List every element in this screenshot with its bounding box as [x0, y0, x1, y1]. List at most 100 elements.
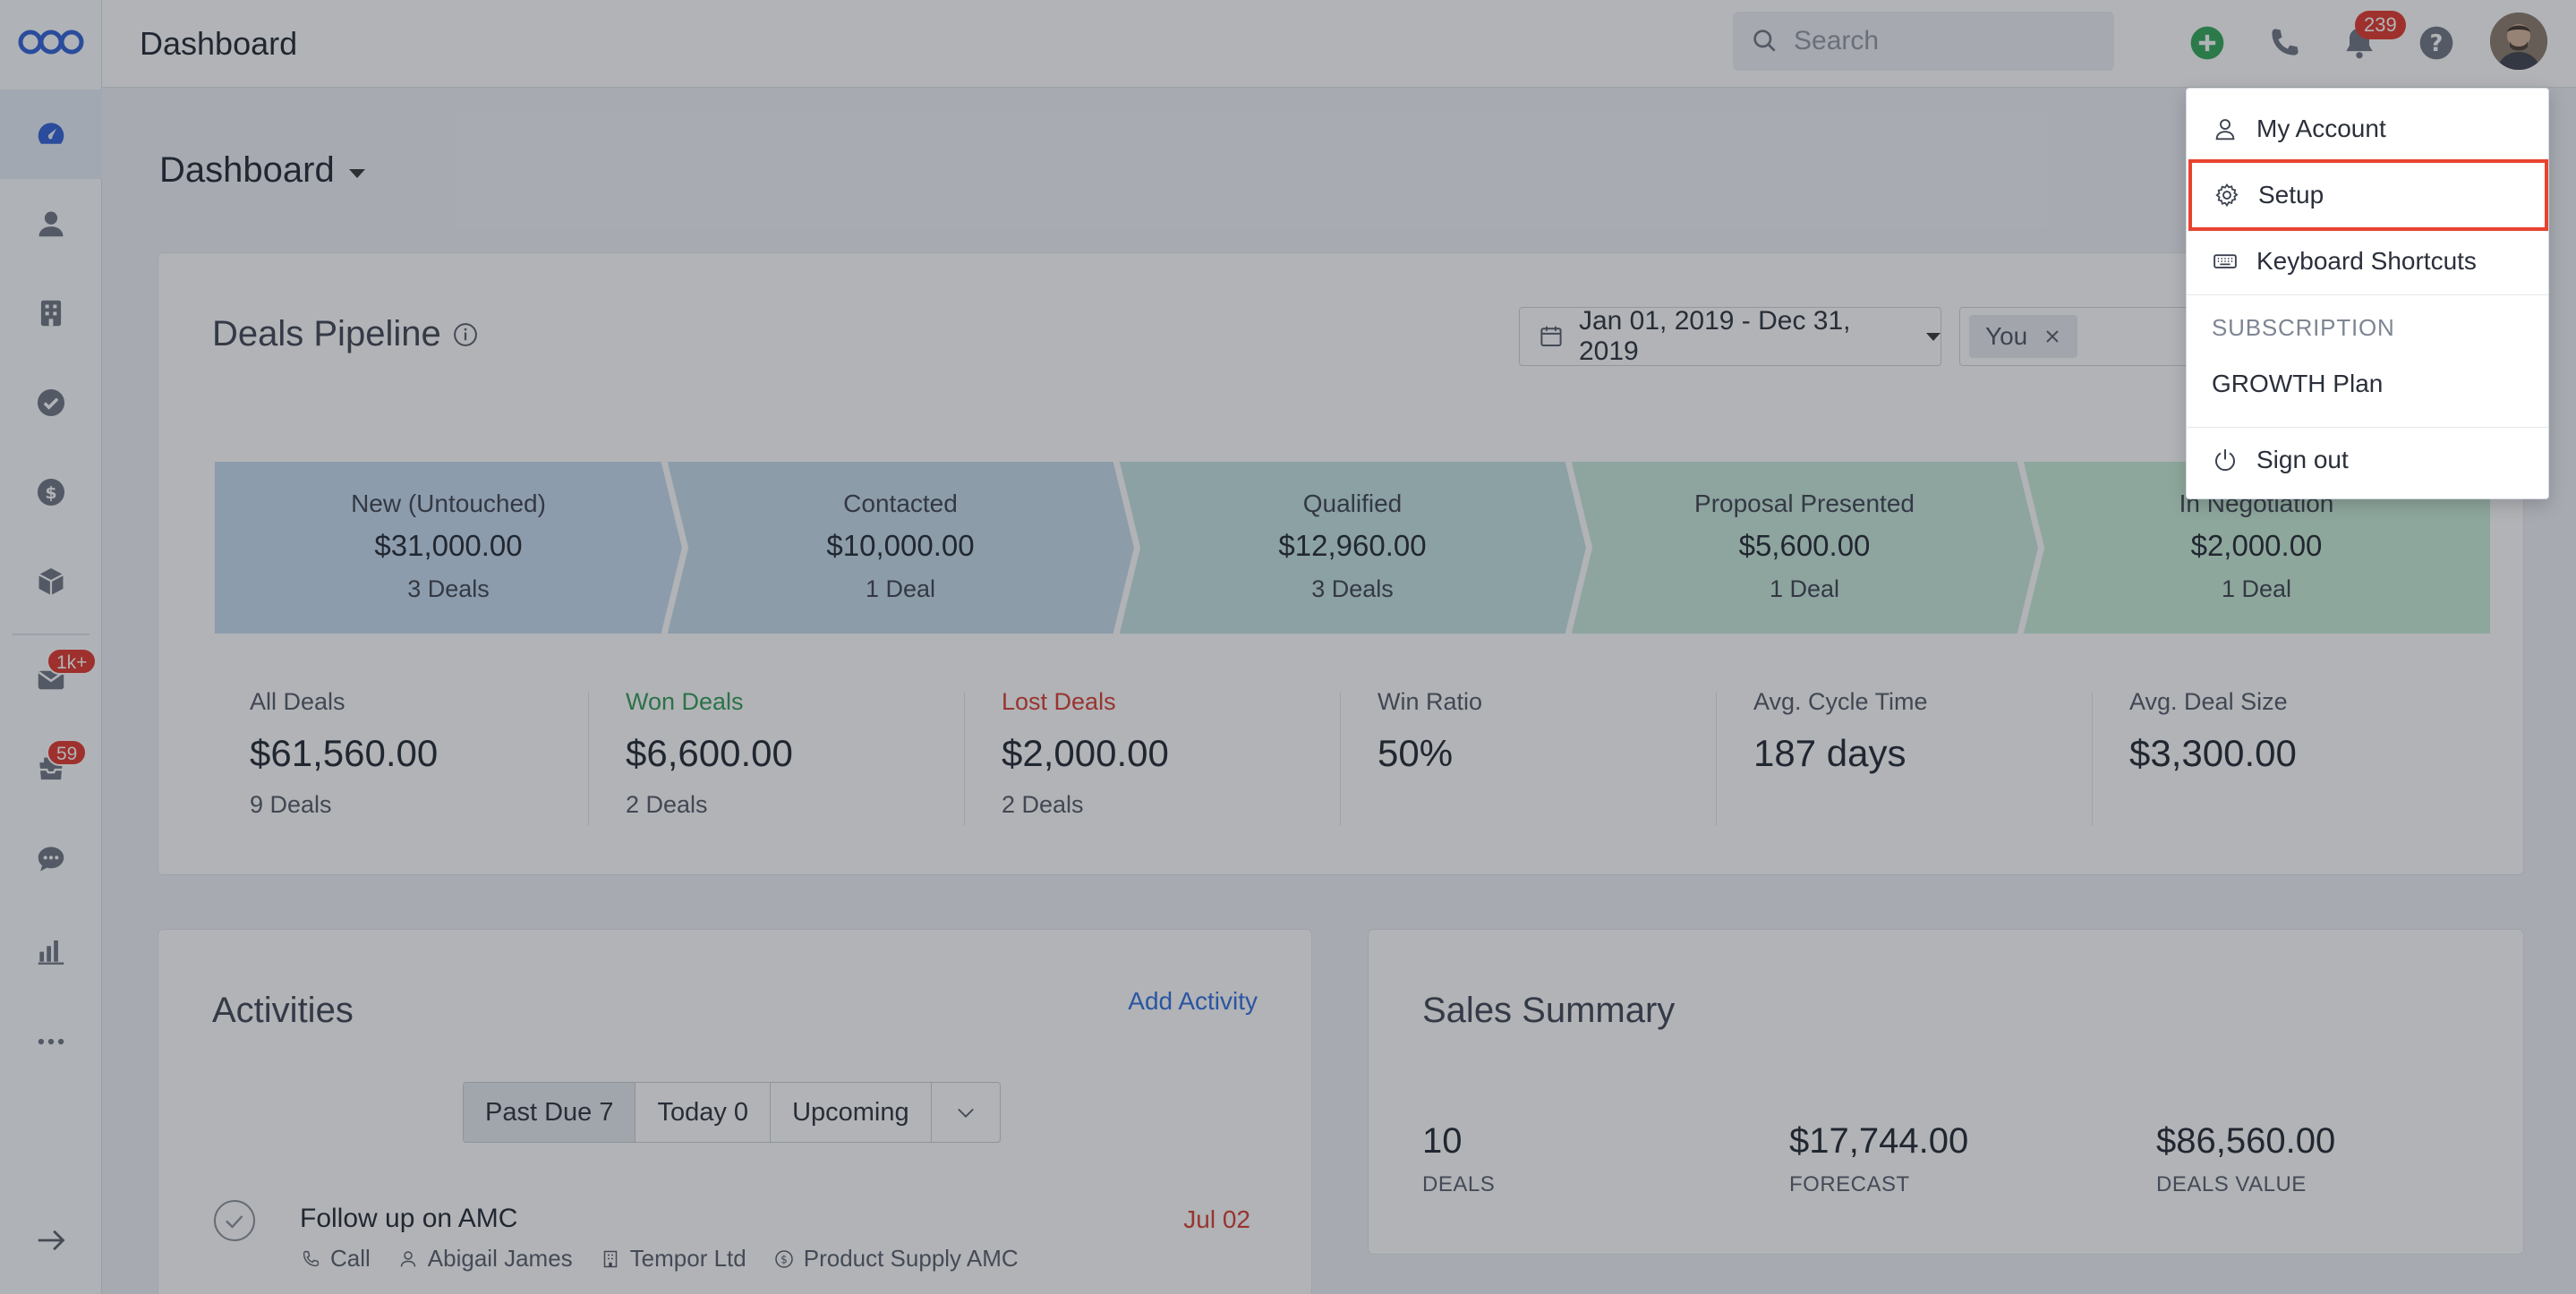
pipeline-stat[interactable]: Avg. Cycle Time 187 days	[1716, 674, 2092, 826]
menu-divider	[2187, 427, 2548, 428]
stage-name: Proposal Presented	[1694, 490, 1915, 517]
stat-label: Lost Deals	[1002, 688, 1116, 715]
stage-deal-count: 1 Deal	[865, 575, 936, 602]
activities-card: Activities Add Activity Past Due 7 Today…	[158, 929, 1312, 1294]
user-filter-chip-label: You	[1985, 322, 2028, 350]
activity-title[interactable]: Follow up on AMC	[300, 1204, 518, 1233]
stage-amount: $2,000.00	[2190, 529, 2323, 562]
check-circle-icon	[37, 388, 65, 417]
pipeline-stat[interactable]: All Deals $61,560.00 9 Deals	[212, 674, 588, 826]
pipeline-stat[interactable]: Lost Deals $2,000.00 2 Deals	[964, 674, 1340, 826]
stat-value: 50%	[1378, 732, 1454, 774]
activity-filter-dropdown[interactable]	[932, 1083, 1000, 1142]
sidebar-item-products[interactable]	[0, 537, 102, 626]
sidebar-item-tasks[interactable]	[0, 358, 102, 447]
pipeline-stage[interactable]: In Negotiation $2,000.00 1 Deal	[2020, 459, 2493, 636]
stat-value: $6,600.00	[626, 732, 793, 774]
stat-label: All Deals	[250, 688, 345, 715]
stat-divider	[964, 692, 965, 826]
date-range-picker[interactable]: Jan 01, 2019 - Dec 31, 2019	[1519, 306, 1941, 366]
complete-checkbox-icon[interactable]	[212, 1198, 257, 1243]
pipeline-stage[interactable]: Contacted $10,000.00 1 Deal	[664, 459, 1137, 636]
building-icon	[603, 1250, 617, 1267]
menu-item-label: My Account	[2256, 115, 2386, 142]
speedometer-icon	[38, 123, 64, 144]
stage-deal-count: 3 Deals	[1311, 575, 1394, 602]
inbox-badge: 59	[47, 739, 88, 766]
stat-label: Avg. Deal Size	[2129, 688, 2288, 715]
menu-item-setup[interactable]: Setup	[2188, 159, 2548, 231]
sidebar-collapse-button[interactable]	[0, 1196, 102, 1285]
menu-item-label: Keyboard Shortcuts	[2256, 247, 2477, 275]
activity-deal[interactable]: $ Product Supply AMC	[773, 1245, 1019, 1273]
menu-item-sign-out[interactable]: Sign out	[2187, 429, 2548, 491]
sidebar-item-chat[interactable]	[0, 814, 102, 904]
arrow-right-icon	[38, 1230, 65, 1251]
pipeline-stage[interactable]: Proposal Presented $5,600.00 1 Deal	[1568, 459, 2041, 636]
add-activity-link[interactable]: Add Activity	[1128, 987, 1258, 1015]
notification-badge: 239	[2355, 11, 2406, 39]
stat-label: Win Ratio	[1378, 688, 1483, 715]
sidebar-item-reports[interactable]	[0, 906, 102, 995]
stat-value: $3,300.00	[2129, 732, 2297, 774]
app-title: Dashboard	[140, 25, 298, 62]
user-avatar[interactable]	[2490, 13, 2547, 70]
pipeline-stat[interactable]: Won Deals $6,600.00 2 Deals	[588, 674, 964, 826]
email-badge: 1k+	[47, 648, 98, 675]
activity-contact[interactable]: Abigail James	[397, 1245, 573, 1273]
activity-type-label: Call	[330, 1245, 371, 1272]
stage-text: Qualified $12,960.00 3 Deals	[1116, 459, 1589, 636]
phone-icon[interactable]	[2265, 23, 2304, 63]
sidebar-item-accounts[interactable]	[0, 268, 102, 358]
stage-amount: $10,000.00	[826, 529, 975, 562]
stat-subtext: 2 Deals	[626, 791, 708, 818]
add-icon[interactable]	[2188, 23, 2227, 63]
gear-icon	[2215, 183, 2239, 208]
bar-chart-icon	[38, 940, 64, 965]
stat-divider	[1716, 692, 1717, 826]
menu-item-label: Sign out	[2256, 446, 2349, 473]
sidebar-item-dashboard[interactable]	[0, 89, 102, 179]
dollar-icon: $	[774, 1249, 793, 1268]
tab-upcoming[interactable]: Upcoming	[771, 1083, 932, 1142]
stage-deal-count: 1 Deal	[1769, 575, 1840, 602]
user-filter-chip: You	[1969, 315, 2078, 358]
user-filter[interactable]: You	[1959, 307, 2228, 366]
sidebar-item-deals[interactable]: $	[0, 447, 102, 537]
sales-summary-label: DEALS VALUE	[2156, 1172, 2307, 1196]
menu-item-my-account[interactable]: My Account	[2187, 98, 2548, 160]
top-bar: Dashboard 239 ?	[102, 0, 2576, 88]
close-icon[interactable]	[2043, 328, 2061, 345]
sidebar-divider	[13, 634, 90, 635]
sidebar-item-contacts[interactable]	[0, 179, 102, 268]
tab-past-due[interactable]: Past Due 7	[464, 1083, 636, 1142]
tab-today[interactable]: Today 0	[635, 1083, 772, 1142]
help-icon[interactable]: ?	[2417, 23, 2456, 63]
dashboard-selector[interactable]: Dashboard	[159, 150, 365, 191]
activity-company[interactable]: Tempor Ltd	[600, 1245, 746, 1273]
search-input[interactable]	[1794, 26, 2098, 56]
menu-item-keyboard-shortcuts[interactable]: Keyboard Shortcuts	[2187, 230, 2548, 293]
stage-text: In Negotiation $2,000.00 1 Deal	[2020, 459, 2493, 636]
person-icon	[2215, 119, 2235, 140]
info-icon[interactable]	[452, 321, 479, 348]
activity-filter-tabs: Past Due 7 Today 0 Upcoming	[463, 1082, 1001, 1143]
caret-down-icon	[1926, 332, 1941, 341]
app-logo-icon[interactable]	[16, 16, 86, 68]
activity-deal-label: Product Supply AMC	[803, 1245, 1019, 1272]
sidebar-item-email[interactable]	[0, 635, 102, 725]
pipeline-stage[interactable]: Qualified $12,960.00 3 Deals	[1116, 459, 1589, 636]
stat-value: 187 days	[1753, 732, 1906, 774]
more-icon	[38, 1038, 64, 1045]
avatar-image	[2490, 13, 2547, 70]
svg-text:?: ?	[2430, 30, 2444, 57]
building-icon	[40, 300, 62, 327]
pipeline-stat[interactable]: Win Ratio 50%	[1340, 674, 1716, 826]
stage-amount: $12,960.00	[1278, 529, 1427, 562]
box-icon	[38, 567, 64, 596]
pipeline-stat[interactable]: Avg. Deal Size $3,300.00	[2092, 674, 2468, 826]
sidebar-item-more[interactable]	[0, 997, 102, 1086]
global-search[interactable]	[1733, 12, 2114, 71]
menu-divider	[2187, 294, 2548, 295]
